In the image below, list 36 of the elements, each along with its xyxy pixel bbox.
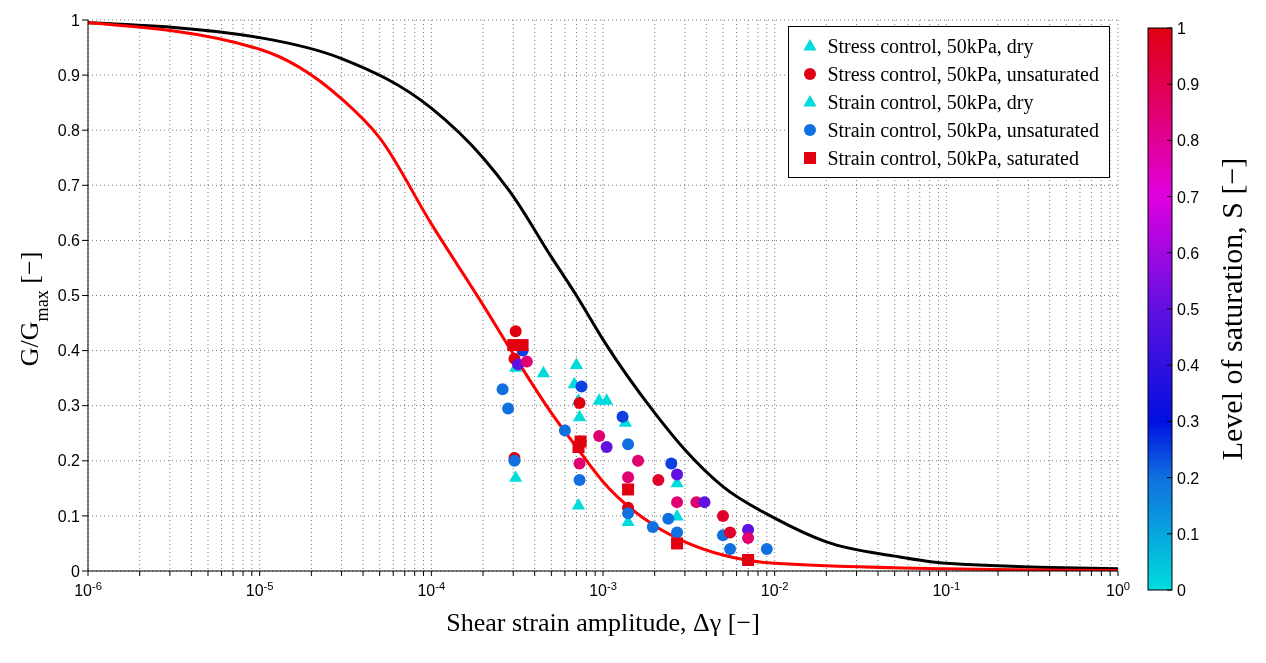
- y-tick-label: 0.3: [57, 397, 81, 415]
- x-tick-label: 10$^{-1}$: [932, 580, 961, 599]
- color-bar-label: 0.4: [1177, 357, 1200, 375]
- legend-label: Strain control, 50kPa, saturated: [827, 146, 1079, 171]
- color-bar-label: 0.3: [1177, 413, 1200, 431]
- y-tick-label: 0.5: [57, 287, 81, 305]
- y-tick-label: 0.2: [57, 452, 81, 470]
- y-tick-label: 1: [71, 11, 81, 29]
- x-tick-label: 10$^{-3}$: [589, 580, 617, 599]
- x-tick-label: 10$^{-5}$: [245, 580, 274, 599]
- legend-label: Strain control, 50kPa, dry: [827, 90, 1034, 116]
- x-tick-label: 10$^{-2}$: [760, 580, 789, 599]
- color-bar-label: 0.2: [1177, 469, 1200, 487]
- y-tick-label: 0: [71, 562, 81, 580]
- y-tick-label: 0.7: [57, 176, 81, 194]
- color-bar-label: 0.5: [1177, 301, 1200, 318]
- legend-label: Stress control, 50kPa, dry: [827, 34, 1034, 60]
- color-bar-label: 1: [1177, 20, 1186, 37]
- color-bar-label: 0: [1177, 582, 1186, 599]
- color-bar-label: 0.6: [1177, 244, 1200, 262]
- y-tick-label: 0.9: [57, 66, 81, 84]
- color-bar-label: 0.8: [1177, 132, 1200, 150]
- color-bar-title: Level of saturation, S [−]: [1215, 157, 1248, 461]
- color-bar-label: 0.1: [1177, 525, 1200, 543]
- y-tick-label: 0.6: [57, 232, 81, 250]
- color-bar-label: 0.9: [1177, 76, 1200, 94]
- x-tick-label: 10$^{-6}$: [74, 580, 102, 599]
- y-tick-label: 0.4: [57, 342, 81, 360]
- x-axis-title: Shear strain amplitude, Δγ [−]: [446, 608, 760, 637]
- y-tick-label: 0.1: [57, 507, 81, 525]
- x-tick-label: 10$^{-4}$: [417, 580, 446, 599]
- legend-label: Stress control, 50kPa, unsaturated: [827, 62, 1099, 87]
- x-tick-label: 10$^{0}$: [1105, 580, 1131, 599]
- color-bar-label: 0.7: [1177, 188, 1200, 206]
- y-tick-label: 0.8: [57, 121, 81, 139]
- legend-label: Strain control, 50kPa, unsaturated: [827, 118, 1099, 143]
